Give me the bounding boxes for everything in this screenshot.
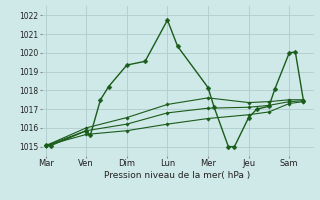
X-axis label: Pression niveau de la mer( hPa ): Pression niveau de la mer( hPa ) <box>104 171 251 180</box>
